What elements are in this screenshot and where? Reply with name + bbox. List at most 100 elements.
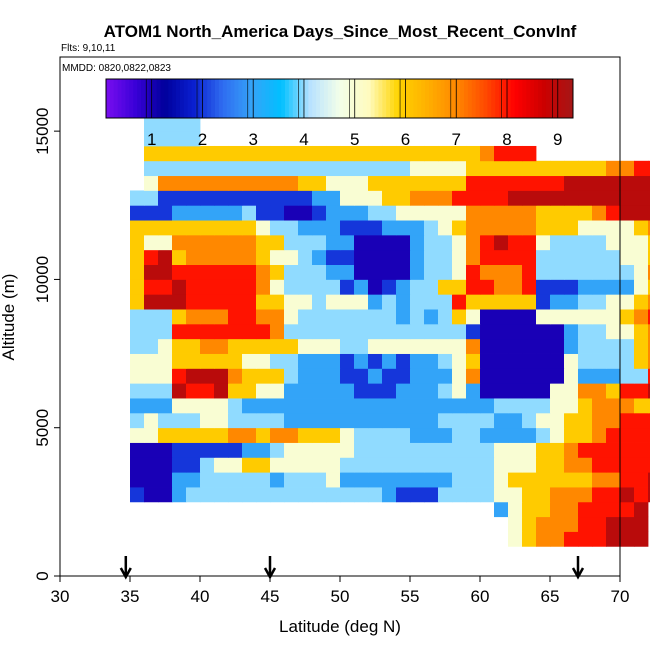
heatmap-cell bbox=[494, 427, 509, 443]
heatmap-cell bbox=[466, 175, 481, 191]
colorbar-segment bbox=[491, 79, 496, 118]
heatmap-cell bbox=[438, 294, 453, 310]
heatmap-cell bbox=[508, 279, 523, 295]
heatmap-cell bbox=[130, 472, 145, 488]
heatmap-cell bbox=[438, 249, 453, 265]
colorbar-segment bbox=[327, 79, 333, 118]
colorbar-segment bbox=[179, 79, 185, 118]
heatmap-cell bbox=[298, 145, 313, 162]
colorbar-tick-label: 8 bbox=[502, 130, 511, 149]
heatmap-cell bbox=[284, 412, 299, 429]
heatmap-cell bbox=[158, 160, 173, 177]
heatmap-cell bbox=[298, 234, 313, 251]
heatmap-cell bbox=[144, 264, 159, 280]
heatmap-cell bbox=[340, 472, 355, 488]
colorbar-segment bbox=[487, 79, 492, 118]
heatmap-cell bbox=[606, 264, 621, 280]
heatmap-cell bbox=[466, 294, 481, 310]
heatmap-cell bbox=[438, 338, 453, 354]
heatmap-cell bbox=[326, 353, 341, 369]
colorbar-segment bbox=[343, 79, 348, 118]
heatmap-cell bbox=[284, 398, 299, 414]
heatmap-cell bbox=[214, 457, 229, 473]
heatmap-cell bbox=[326, 398, 341, 414]
heatmap-cell bbox=[606, 353, 621, 369]
heatmap-cell bbox=[494, 234, 509, 251]
heatmap-cell bbox=[298, 175, 313, 191]
heatmap-cell bbox=[354, 398, 369, 414]
heatmap-cell bbox=[578, 531, 593, 547]
heatmap-cell bbox=[508, 249, 523, 265]
heatmap-cell bbox=[228, 338, 243, 354]
colorbar-segment bbox=[374, 79, 379, 118]
heatmap-cell bbox=[172, 427, 187, 443]
heatmap-cell bbox=[634, 516, 649, 532]
colorbar-segment bbox=[285, 79, 290, 118]
colorbar-segment bbox=[467, 79, 473, 118]
heatmap-cell bbox=[410, 190, 425, 206]
heatmap-cell bbox=[284, 309, 299, 325]
heatmap-cell bbox=[452, 398, 467, 414]
heatmap-cell bbox=[186, 338, 201, 354]
heatmap-cell bbox=[242, 412, 257, 429]
heatmap-cell bbox=[200, 353, 215, 369]
heatmap-cell bbox=[536, 294, 551, 310]
colorbar-segment bbox=[366, 79, 372, 118]
heatmap-cell bbox=[592, 294, 607, 310]
colorbar-segment bbox=[265, 79, 270, 118]
heatmap-cell bbox=[424, 160, 439, 177]
heatmap-cell bbox=[634, 427, 649, 443]
heatmap-cell bbox=[606, 294, 621, 310]
heatmap-cell bbox=[592, 309, 607, 325]
heatmap-cell bbox=[158, 190, 173, 206]
heatmap-cell bbox=[522, 234, 537, 251]
heatmap-cell bbox=[242, 368, 257, 384]
colorbar-tick-label: 3 bbox=[248, 130, 257, 149]
heatmap-cell bbox=[508, 457, 523, 473]
heatmap-cell bbox=[382, 338, 397, 354]
heatmap-cell bbox=[214, 323, 229, 340]
heatmap-cell bbox=[424, 412, 439, 429]
colorbar-segment bbox=[106, 79, 111, 118]
heatmap-cell bbox=[298, 412, 313, 429]
heatmap-cell bbox=[424, 205, 439, 221]
heatmap-cell bbox=[284, 234, 299, 251]
heatmap-cell bbox=[634, 457, 649, 473]
heatmap-cell bbox=[200, 264, 215, 280]
x-tick-label: 45 bbox=[261, 587, 280, 606]
heatmap-cell bbox=[326, 368, 341, 384]
heatmap-cell bbox=[550, 383, 565, 399]
heatmap-cell bbox=[424, 338, 439, 354]
heatmap-cell bbox=[438, 353, 453, 369]
heatmap-cell bbox=[396, 190, 411, 206]
heatmap-cell bbox=[270, 472, 285, 488]
heatmap-cell bbox=[550, 294, 565, 310]
heatmap-cell bbox=[130, 294, 145, 310]
heatmap-cell bbox=[508, 516, 523, 532]
heatmap-cell bbox=[312, 323, 327, 340]
heatmap-cell bbox=[382, 205, 397, 221]
heatmap-cell bbox=[144, 487, 159, 503]
heatmap-cell bbox=[270, 175, 285, 191]
colorbar-segment bbox=[292, 79, 298, 118]
heatmap-cell bbox=[606, 309, 621, 325]
heatmap-cell bbox=[536, 457, 551, 473]
heatmap-cell bbox=[480, 338, 495, 354]
x-tick-label: 40 bbox=[191, 587, 210, 606]
heatmap-cell bbox=[620, 220, 635, 236]
colorbar-segment bbox=[565, 79, 570, 118]
heatmap-cell bbox=[186, 368, 201, 384]
heatmap-cell bbox=[172, 264, 187, 280]
colorbar-segment bbox=[417, 79, 422, 118]
heatmap-cell bbox=[648, 338, 650, 354]
heatmap-cell bbox=[312, 294, 327, 310]
heatmap-cell bbox=[634, 531, 649, 547]
heatmap-cell bbox=[592, 487, 607, 503]
heatmap-cell bbox=[256, 368, 271, 384]
chart-title: ATOM1 North_America Days_Since_Most_Rece… bbox=[104, 22, 577, 41]
heatmap-cell bbox=[130, 264, 145, 280]
heatmap-cell bbox=[298, 205, 313, 221]
colorbar-segment bbox=[413, 79, 418, 118]
colorbar-tick-label: 4 bbox=[299, 130, 308, 149]
colorbar-segment bbox=[475, 79, 481, 118]
